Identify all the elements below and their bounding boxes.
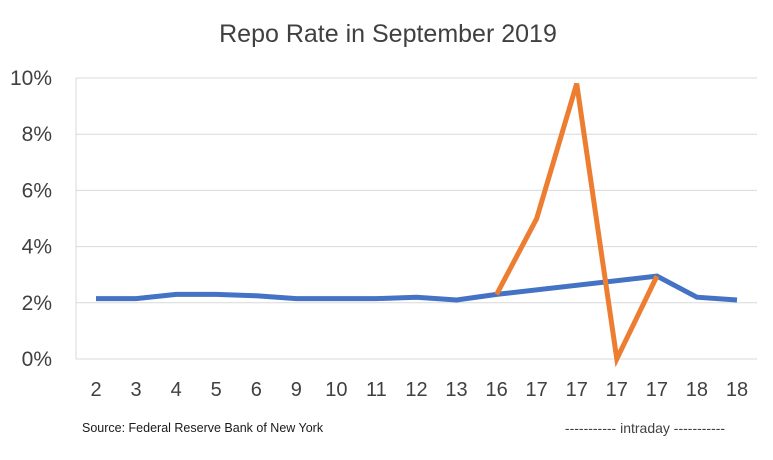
x-tick-label: 11	[366, 379, 387, 401]
y-tick-label: 8%	[22, 123, 52, 146]
x-axis-ticks: 2 3 4 5 6 9 10 11 12 13 16 17 17 17 17 18 18	[90, 379, 748, 401]
x-tick-label: 12	[405, 379, 427, 401]
x-tick-label: 16	[485, 379, 507, 401]
x-tick-label: 17	[646, 379, 668, 401]
gridlines	[75, 77, 757, 360]
y-tick-label: 0%	[22, 348, 52, 371]
x-tick-label: 10	[325, 379, 347, 401]
x-tick-label: 13	[445, 379, 467, 401]
x-tick-label: 18	[726, 379, 748, 401]
x-tick-label: 17	[606, 379, 628, 401]
x-tick-label: 6	[251, 379, 262, 401]
x-tick-label: 3	[131, 379, 142, 401]
intraday-note: ----------- intraday -----------	[565, 420, 725, 436]
x-tick-label: 17	[566, 379, 588, 401]
y-tick-label: 10%	[10, 67, 52, 90]
chart-title: Repo Rate in September 2019	[219, 20, 557, 48]
y-axis-ticks: 0% 2% 4% 6% 8% 10%	[10, 67, 52, 371]
y-tick-label: 6%	[22, 179, 52, 202]
y-tick-label: 2%	[22, 292, 52, 315]
series-lines	[96, 82, 738, 368]
y-tick-label: 4%	[22, 236, 52, 259]
x-tick-label: 9	[291, 379, 302, 401]
source-note: Source: Federal Reserve Bank of New York	[82, 421, 324, 435]
series-line-2	[494, 82, 660, 368]
x-tick-label: 5	[211, 379, 222, 401]
x-tick-label: 17	[526, 379, 548, 401]
series-line-1	[96, 273, 738, 303]
x-tick-label: 2	[90, 379, 101, 401]
x-tick-label: 4	[171, 379, 182, 401]
x-tick-label: 18	[686, 379, 708, 401]
